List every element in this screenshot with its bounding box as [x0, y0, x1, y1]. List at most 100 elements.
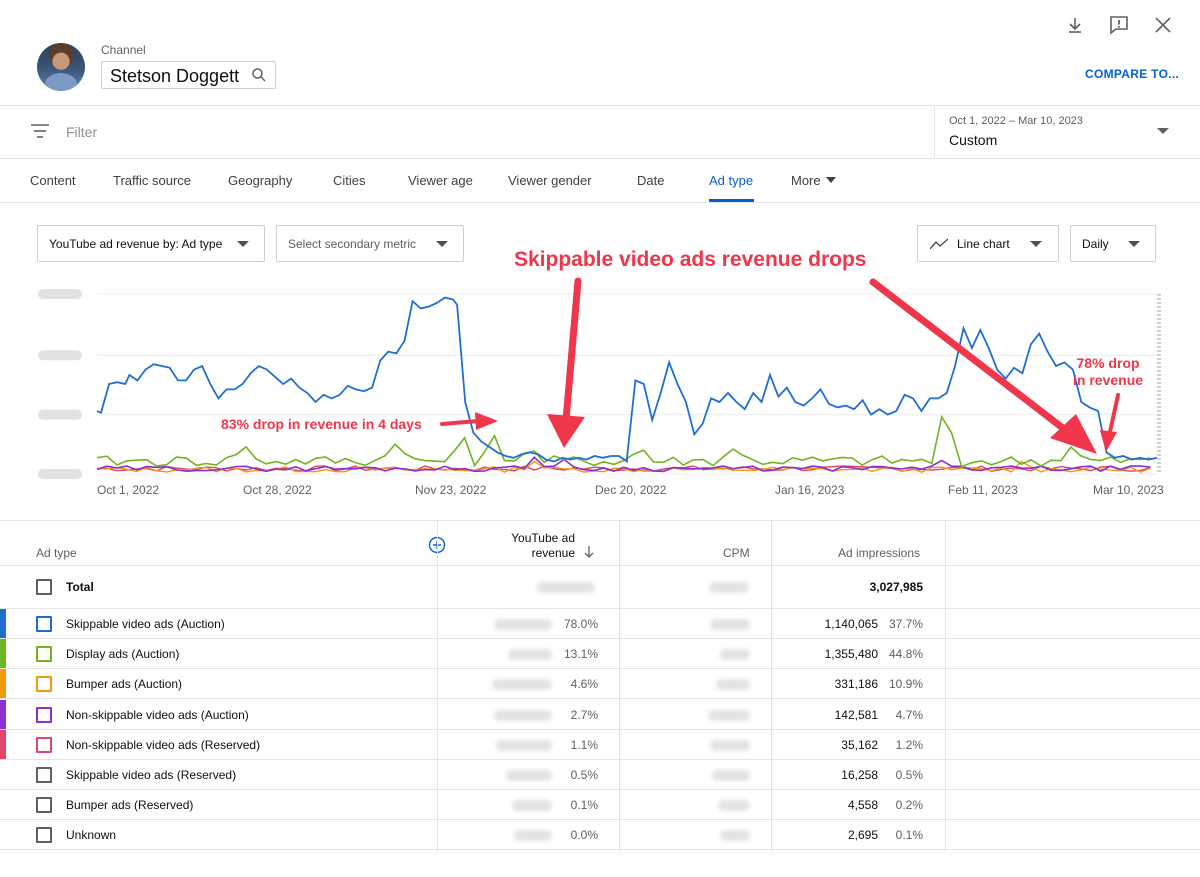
- impressions-value: 4,558: [847, 798, 878, 813]
- impressions-percent: 0.5%: [895, 768, 923, 782]
- impressions-percent: 1.2%: [895, 737, 923, 752]
- table-row-total: Total 3,027,985: [0, 566, 1200, 609]
- series-line-nonskippable-auction: [96, 456, 1151, 473]
- revenue-percent: 4.6%: [570, 677, 598, 692]
- header-cpm[interactable]: CPM: [723, 546, 750, 560]
- row-checkbox[interactable]: [36, 646, 52, 663]
- caret-down-icon: [1030, 241, 1042, 247]
- revenue-line-chart: Oct 1, 2022 Oct 28, 2022 Nov 23, 2022 Dec 2…: [38, 277, 1164, 497]
- channel-selector[interactable]: Stetson Doggett: [101, 61, 276, 89]
- granularity-select[interactable]: Daily: [1070, 225, 1156, 262]
- tab-viewer-age[interactable]: Viewer age: [408, 173, 473, 188]
- impressions-value: 35,162: [841, 737, 878, 752]
- impressions-value: 1,140,065: [824, 617, 878, 631]
- tab-ad-type[interactable]: Ad type: [709, 173, 754, 188]
- primary-metric-value: YouTube ad revenue by: Ad type: [49, 237, 223, 251]
- impressions-percent: 0.2%: [895, 798, 923, 813]
- row-label: Skippable video ads (Auction): [66, 617, 225, 631]
- column-divider: [619, 520, 620, 852]
- column-divider: [945, 520, 946, 852]
- x-tick-label: Nov 23, 2022: [415, 483, 487, 497]
- channel-avatar[interactable]: [37, 43, 85, 91]
- row-checkbox[interactable]: [36, 827, 52, 844]
- date-range-picker[interactable]: Oct 1, 2022 – Mar 10, 2023 Custom: [934, 106, 1200, 159]
- annotation-main: Skippable video ads revenue drops: [514, 248, 867, 271]
- impressions-percent: 0.1%: [895, 828, 923, 843]
- x-tick-label: Oct 28, 2022: [243, 483, 312, 497]
- revenue-percent: 13.1%: [563, 647, 598, 662]
- row-checkbox[interactable]: [36, 797, 52, 814]
- tab-date[interactable]: Date: [637, 173, 665, 188]
- search-icon[interactable]: [251, 67, 267, 83]
- close-icon[interactable]: [1152, 14, 1174, 36]
- tab-content[interactable]: Content: [30, 173, 76, 188]
- table-row[interactable]: Skippable video ads (Reserved) 0.5% 16,258…: [0, 760, 1200, 790]
- series-color-bar: [0, 609, 6, 638]
- column-divider: [771, 520, 772, 852]
- sort-arrow-icon[interactable]: [584, 546, 594, 558]
- series-line-display-auction: [96, 414, 1151, 468]
- table-row[interactable]: Display ads (Auction) 13.1% 1,355,480 44.8%: [0, 639, 1200, 670]
- granularity-value: Daily: [1082, 237, 1109, 251]
- redacted-value: [720, 649, 750, 661]
- tab-viewer-gender[interactable]: Viewer gender: [508, 173, 592, 188]
- redacted-value: [718, 800, 750, 812]
- tab-more[interactable]: More: [791, 173, 836, 188]
- tab-more-label: More: [791, 173, 821, 188]
- primary-metric-select[interactable]: YouTube ad revenue by: Ad type: [37, 225, 265, 262]
- table-row[interactable]: Non-skippable video ads (Reserved) 1.1% 35…: [0, 729, 1200, 760]
- chart-type-select[interactable]: Line chart: [917, 225, 1059, 262]
- redacted-value: [712, 770, 750, 781]
- row-checkbox[interactable]: [36, 736, 52, 753]
- tab-cities[interactable]: Cities: [333, 173, 366, 188]
- impressions-percent: 44.8%: [888, 647, 923, 662]
- redacted-value: [494, 619, 552, 630]
- series-color-bar: [0, 699, 6, 729]
- row-label: Display ads (Auction): [66, 647, 180, 662]
- caret-down-icon: [237, 241, 249, 247]
- tab-geography[interactable]: Geography: [228, 173, 293, 188]
- table-row[interactable]: Non-skippable video ads (Auction) 2.7% 142…: [0, 699, 1200, 730]
- feedback-icon[interactable]: [1108, 14, 1130, 36]
- filter-icon[interactable]: [31, 124, 49, 138]
- compare-to-link[interactable]: COMPARE TO...: [1085, 67, 1180, 81]
- header-impressions[interactable]: Ad impressions: [838, 546, 921, 560]
- redacted-value: [710, 619, 750, 630]
- impressions-percent: 10.9%: [888, 677, 923, 692]
- x-tick-label: Dec 20, 2022: [595, 483, 667, 497]
- series-line-skippable-auction: [96, 296, 1158, 464]
- chevron-down-icon: [1157, 128, 1169, 134]
- caret-down-icon: [1128, 241, 1140, 247]
- row-checkbox[interactable]: [36, 767, 52, 783]
- annotation-arrow: [869, 278, 1072, 436]
- secondary-metric-select[interactable]: Select secondary metric: [276, 225, 464, 262]
- redacted-value: [514, 830, 552, 842]
- impressions-value: 1,355,480: [824, 647, 878, 662]
- row-checkbox[interactable]: [36, 676, 52, 693]
- row-checkbox[interactable]: [36, 579, 52, 595]
- impressions-value: 2,695: [847, 828, 878, 843]
- annotation-arrow: [562, 277, 582, 424]
- filter-input[interactable]: Filter: [66, 124, 98, 140]
- revenue-percent: 2.7%: [570, 707, 598, 722]
- table-row[interactable]: Bumper ads (Reserved) 0.1% 4,558 0.2%: [0, 790, 1200, 821]
- revenue-percent: 0.1%: [570, 798, 598, 813]
- table-row[interactable]: Unknown 0.0% 2,695 0.1%: [0, 820, 1200, 851]
- channel-label: Channel: [101, 43, 146, 57]
- table-row[interactable]: Bumper ads (Auction) 4.6% 331,186 10.9%: [0, 669, 1200, 700]
- tab-traffic-source[interactable]: Traffic source: [113, 173, 192, 188]
- table-row[interactable]: Skippable video ads (Auction) 78.0% 1,140,…: [0, 609, 1200, 639]
- header-ad-type[interactable]: Ad type: [36, 546, 77, 560]
- annotation-arrowhead: [1100, 430, 1117, 452]
- header-revenue[interactable]: YouTube ad revenue: [500, 531, 575, 561]
- impressions-percent: 4.7%: [895, 707, 923, 722]
- dimension-tabs: Content Traffic source Geography Cities …: [0, 159, 1200, 203]
- download-icon[interactable]: [1064, 14, 1086, 36]
- annotation-arrowhead: [547, 414, 585, 448]
- row-checkbox[interactable]: [36, 616, 52, 632]
- channel-name: Stetson Doggett: [110, 66, 240, 86]
- revenue-percent: 1.1%: [570, 737, 598, 752]
- redacted-value: [720, 830, 750, 842]
- row-checkbox[interactable]: [36, 706, 52, 723]
- annotation-78-drop: 78% drop in revenue: [1073, 355, 1143, 389]
